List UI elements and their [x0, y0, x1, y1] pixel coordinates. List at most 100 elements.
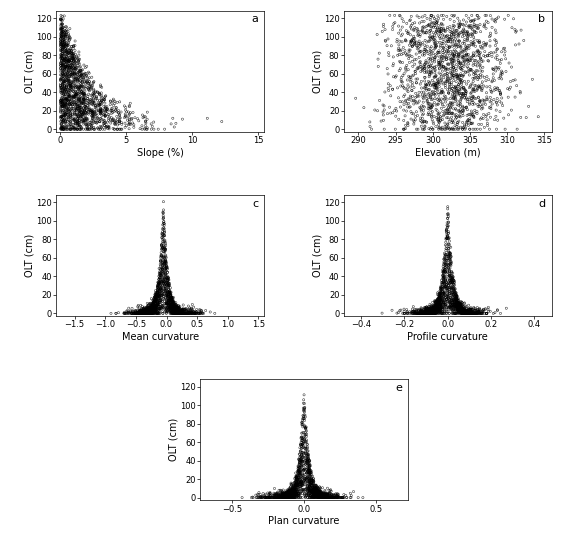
Point — [167, 304, 176, 313]
Text: a: a — [251, 15, 258, 24]
Point — [87, 73, 96, 82]
Point — [100, 118, 109, 127]
Point — [454, 305, 463, 314]
Point — [482, 309, 491, 317]
Point — [59, 58, 68, 67]
Point — [146, 307, 155, 315]
Point — [446, 103, 455, 111]
Point — [171, 305, 180, 314]
Point — [273, 493, 282, 502]
Point — [162, 300, 171, 309]
Point — [159, 253, 168, 261]
Point — [322, 491, 331, 499]
Point — [285, 490, 294, 499]
Point — [265, 490, 274, 498]
Point — [435, 46, 444, 55]
Point — [439, 48, 448, 57]
Point — [56, 26, 65, 34]
Point — [61, 109, 70, 117]
Point — [95, 96, 104, 105]
Point — [67, 49, 76, 58]
Point — [314, 491, 323, 500]
Point — [160, 231, 169, 240]
Point — [62, 71, 72, 80]
Point — [192, 305, 201, 314]
Point — [74, 59, 83, 67]
Point — [59, 69, 68, 78]
Point — [168, 306, 177, 315]
Point — [61, 47, 70, 56]
Point — [62, 83, 71, 92]
Point — [266, 493, 275, 502]
Point — [399, 17, 408, 26]
Point — [293, 471, 302, 480]
Point — [59, 96, 68, 105]
Point — [447, 268, 456, 277]
Point — [115, 116, 124, 125]
Point — [298, 465, 307, 473]
Point — [130, 309, 139, 317]
Point — [172, 309, 181, 317]
Point — [413, 307, 422, 316]
Point — [164, 281, 173, 289]
Point — [428, 56, 437, 65]
Point — [406, 16, 415, 24]
Point — [140, 309, 149, 317]
Point — [396, 103, 405, 111]
Point — [286, 487, 295, 495]
Point — [441, 233, 450, 242]
Point — [285, 484, 294, 493]
Point — [270, 493, 279, 501]
Point — [64, 91, 73, 100]
Point — [270, 493, 279, 502]
Point — [430, 305, 439, 313]
Point — [456, 303, 465, 312]
Point — [290, 491, 299, 500]
Point — [436, 290, 445, 299]
Point — [408, 57, 417, 66]
Point — [291, 479, 300, 488]
Point — [448, 302, 457, 310]
Point — [431, 94, 440, 103]
Point — [471, 309, 480, 317]
Point — [433, 308, 442, 317]
Point — [472, 309, 481, 317]
Point — [448, 280, 457, 288]
Point — [437, 63, 446, 72]
Point — [159, 208, 168, 217]
Point — [276, 490, 285, 499]
Point — [57, 52, 66, 60]
Point — [142, 308, 151, 316]
Point — [304, 460, 313, 469]
Point — [309, 493, 318, 501]
Point — [62, 81, 71, 90]
Point — [58, 67, 67, 75]
Point — [75, 116, 84, 124]
Point — [304, 487, 313, 495]
Point — [72, 110, 81, 118]
Point — [73, 76, 82, 84]
Point — [426, 307, 435, 315]
Point — [455, 20, 464, 29]
Point — [463, 55, 472, 64]
Point — [171, 309, 180, 317]
Point — [283, 490, 292, 499]
Point — [296, 459, 305, 468]
Point — [87, 109, 96, 117]
Point — [142, 309, 151, 317]
Point — [180, 305, 189, 314]
Point — [396, 76, 405, 84]
Point — [298, 421, 307, 429]
Point — [446, 55, 455, 63]
Point — [91, 101, 100, 110]
Point — [163, 300, 172, 309]
Point — [310, 493, 319, 502]
Point — [463, 309, 472, 317]
Point — [491, 98, 501, 107]
Point — [309, 479, 318, 488]
Point — [62, 55, 71, 64]
Point — [468, 308, 477, 316]
Point — [475, 307, 484, 316]
Point — [449, 296, 458, 305]
Point — [417, 17, 426, 26]
